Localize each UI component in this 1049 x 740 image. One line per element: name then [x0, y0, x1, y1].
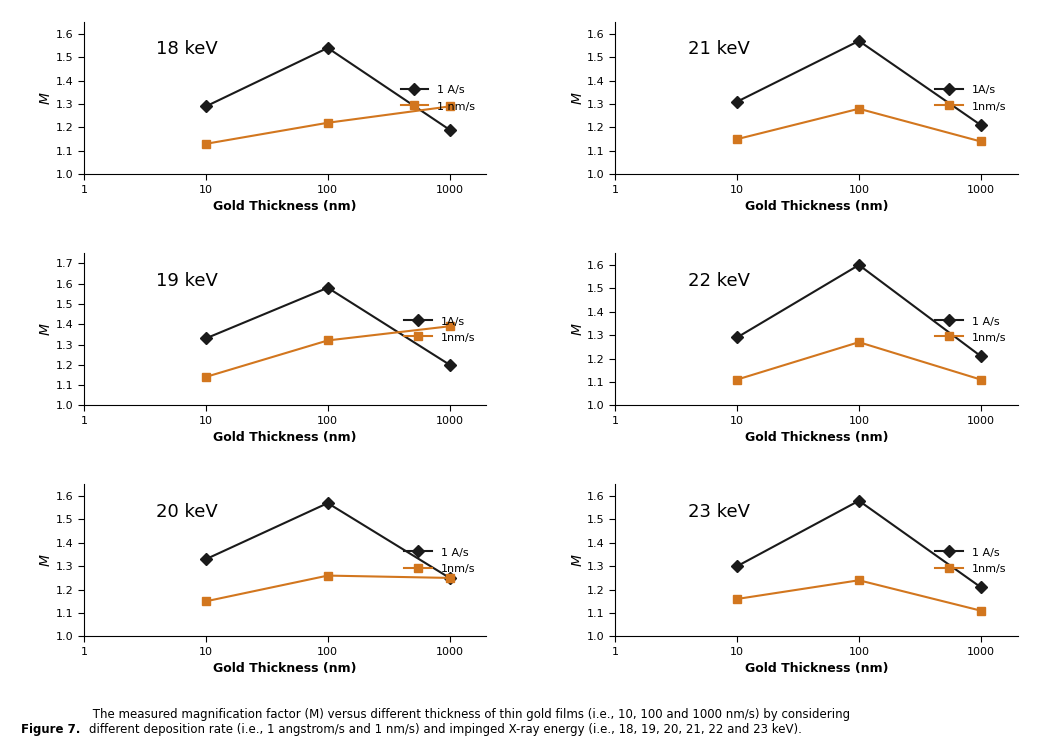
1 nm/s — [199, 139, 212, 148]
Line: 1 A/s: 1 A/s — [733, 497, 985, 591]
1nm/s — [444, 322, 456, 331]
1 A/s — [321, 499, 334, 508]
1 nm/s — [321, 118, 334, 127]
1 A/s — [853, 260, 865, 269]
Line: 1 A/s: 1 A/s — [201, 44, 454, 134]
Line: 1nm/s: 1nm/s — [733, 576, 985, 615]
Line: 1A/s: 1A/s — [733, 37, 985, 130]
1 A/s — [975, 583, 987, 592]
Line: 1A/s: 1A/s — [201, 283, 454, 369]
1 A/s — [731, 333, 744, 342]
X-axis label: Gold Thickness (nm): Gold Thickness (nm) — [745, 431, 889, 444]
Text: 21 keV: 21 keV — [687, 41, 749, 58]
Text: 19 keV: 19 keV — [156, 272, 218, 289]
1 A/s — [975, 352, 987, 360]
X-axis label: Gold Thickness (nm): Gold Thickness (nm) — [213, 431, 357, 444]
1 A/s — [321, 44, 334, 53]
X-axis label: Gold Thickness (nm): Gold Thickness (nm) — [213, 662, 357, 676]
1 A/s — [444, 574, 456, 582]
1A/s — [731, 97, 744, 106]
Legend: 1A/s, 1nm/s: 1A/s, 1nm/s — [929, 79, 1012, 118]
Line: 1nm/s: 1nm/s — [201, 322, 454, 381]
X-axis label: Gold Thickness (nm): Gold Thickness (nm) — [745, 662, 889, 676]
Text: 20 keV: 20 keV — [156, 502, 218, 521]
1A/s — [321, 283, 334, 292]
1 A/s — [444, 125, 456, 134]
Legend: 1 A/s, 1 nm/s: 1 A/s, 1 nm/s — [395, 79, 480, 118]
1nm/s — [853, 104, 865, 113]
1A/s — [975, 121, 987, 130]
1 A/s — [853, 497, 865, 505]
1nm/s — [975, 375, 987, 384]
1nm/s — [199, 372, 212, 381]
Legend: 1 A/s, 1nm/s: 1 A/s, 1nm/s — [399, 541, 480, 579]
Text: 23 keV: 23 keV — [687, 502, 750, 521]
Line: 1 A/s: 1 A/s — [733, 260, 985, 360]
1nm/s — [731, 135, 744, 144]
1A/s — [199, 334, 212, 343]
1 A/s — [731, 562, 744, 571]
1nm/s — [199, 597, 212, 606]
Line: 1 A/s: 1 A/s — [201, 499, 454, 582]
Y-axis label: M: M — [39, 92, 53, 104]
1nm/s — [975, 137, 987, 146]
1nm/s — [853, 576, 865, 585]
Line: 1 nm/s: 1 nm/s — [201, 102, 454, 148]
Legend: 1A/s, 1nm/s: 1A/s, 1nm/s — [399, 310, 480, 349]
1nm/s — [321, 571, 334, 580]
Line: 1nm/s: 1nm/s — [201, 571, 454, 605]
1 A/s — [199, 102, 212, 111]
1nm/s — [444, 574, 456, 582]
X-axis label: Gold Thickness (nm): Gold Thickness (nm) — [745, 201, 889, 213]
1nm/s — [853, 337, 865, 346]
Text: 22 keV: 22 keV — [687, 272, 750, 289]
1nm/s — [731, 375, 744, 384]
1nm/s — [731, 594, 744, 603]
Legend: 1 A/s, 1nm/s: 1 A/s, 1nm/s — [929, 310, 1012, 349]
Y-axis label: M: M — [571, 323, 584, 335]
1 A/s — [199, 555, 212, 564]
Text: 18 keV: 18 keV — [156, 41, 218, 58]
Y-axis label: M: M — [39, 554, 53, 566]
1A/s — [444, 360, 456, 369]
1nm/s — [321, 336, 334, 345]
Text: The measured magnification factor (M) versus different thickness of thin gold fi: The measured magnification factor (M) ve… — [89, 708, 851, 736]
Line: 1nm/s: 1nm/s — [733, 104, 985, 146]
X-axis label: Gold Thickness (nm): Gold Thickness (nm) — [213, 201, 357, 213]
1nm/s — [975, 606, 987, 615]
1 nm/s — [444, 102, 456, 111]
Y-axis label: M: M — [39, 323, 53, 335]
Y-axis label: M: M — [571, 554, 584, 566]
Text: Figure 7.: Figure 7. — [21, 723, 81, 736]
Y-axis label: M: M — [571, 92, 584, 104]
Legend: 1 A/s, 1nm/s: 1 A/s, 1nm/s — [929, 541, 1012, 579]
Line: 1nm/s: 1nm/s — [733, 338, 985, 384]
1A/s — [853, 36, 865, 45]
